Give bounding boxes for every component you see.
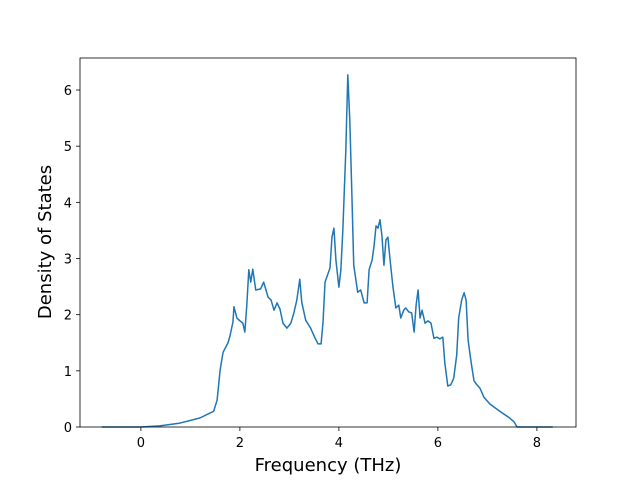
x-tick-label: 6	[434, 436, 442, 451]
x-tick-label: 2	[236, 436, 244, 451]
x-tick-label: 0	[137, 436, 145, 451]
y-tick-label: 4	[64, 196, 72, 211]
y-tick-label: 1	[64, 365, 72, 380]
y-tick-label: 0	[64, 421, 72, 436]
y-axis-label: Density of States	[35, 165, 56, 319]
x-tick-label: 8	[533, 436, 541, 451]
plot-frame	[79, 57, 577, 428]
y-tick-label: 3	[64, 253, 72, 268]
y-tick-label: 2	[64, 309, 72, 324]
line	[101, 74, 553, 428]
x-tick-label: 4	[335, 436, 343, 451]
y-tick-label: 6	[64, 84, 72, 99]
x-axis-label: Frequency (THz)	[255, 455, 402, 476]
y-tick-label: 5	[64, 140, 72, 155]
